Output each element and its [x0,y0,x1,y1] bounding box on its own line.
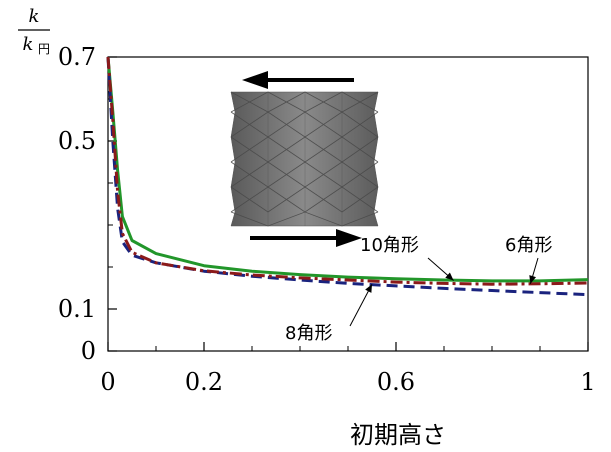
bottom-arrow-right [250,229,362,247]
x-tick-label-2: 0.6 [377,368,415,396]
y-tick-label-1: 0.1 [58,295,96,323]
annotation-label-2: 8角形 [285,323,332,344]
x-tick-label-0: 0 [100,368,115,396]
axis-tick-labels: 0 0.2 0.6 1 0 0.1 0.5 0.7 [58,43,596,396]
series-line-0 [106,56,589,283]
x-axis-label: 初期高さ [350,421,446,449]
top-arrow-left [242,71,354,89]
y-label-denominator-sub: 円 [38,42,50,56]
series-lines [106,56,589,297]
y-tick-label-2: 0.5 [58,127,96,155]
y-label-denominator: k [23,34,34,55]
annotation-label-1: 6角形 [505,235,552,256]
series-line-1 [106,56,589,297]
annotation-arrowhead-0 [445,272,454,281]
x-tick-label-3: 1 [580,368,595,396]
annotation-label-0: 10角形 [360,235,419,256]
axis-ticks [107,56,589,352]
series-annotations: 10角形 6角形 8角形 [285,235,552,344]
y-axis-label: k k 円 [18,6,50,56]
y-tick-label-3: 0.7 [58,43,96,71]
y-label-numerator: k [29,6,40,27]
inset-cylinder-illustration [230,71,379,247]
x-tick-label-1: 0.2 [185,368,223,396]
series-line-2 [106,56,589,286]
cylinder-body [230,91,379,227]
y-tick-label-0: 0 [81,337,96,365]
annotation-arrowhead-1 [529,275,537,284]
annotation-arrowhead-2 [365,284,372,293]
